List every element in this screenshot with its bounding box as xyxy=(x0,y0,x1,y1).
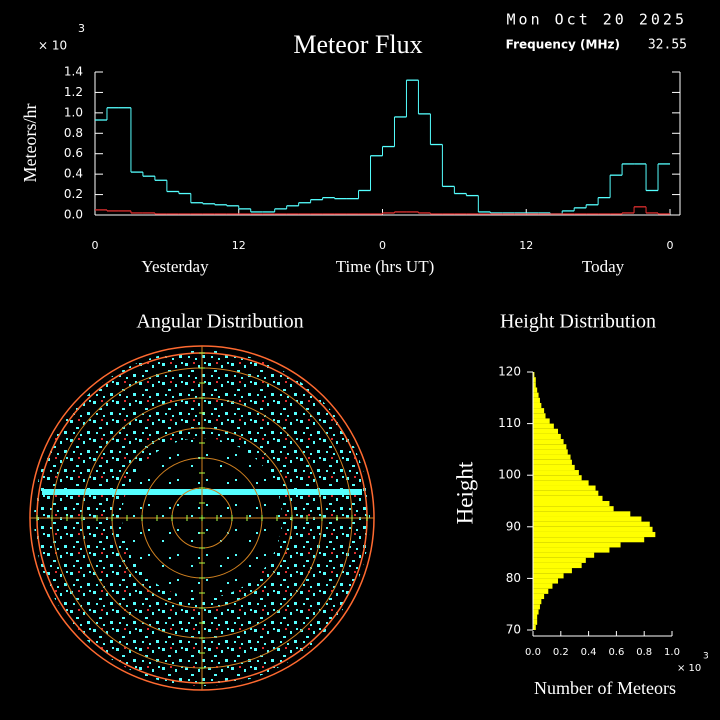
bar xyxy=(533,392,539,398)
bar xyxy=(533,521,650,527)
bar xyxy=(533,413,546,419)
y-tick-label: 1.4 xyxy=(64,65,83,79)
bar xyxy=(533,480,589,486)
scale-label: × 10 xyxy=(38,39,67,53)
chart-title: Meteor Flux xyxy=(293,30,422,59)
x-tick-label: 0.4 xyxy=(581,647,597,658)
bar xyxy=(533,439,564,445)
bar xyxy=(533,604,540,610)
bar xyxy=(533,593,545,600)
y-tick-label: 1.0 xyxy=(64,105,83,119)
bar xyxy=(533,583,553,589)
bar xyxy=(533,397,540,403)
bar xyxy=(533,578,559,584)
y-tick-label: 0.2 xyxy=(64,187,83,201)
x-tick-label: 12 xyxy=(232,239,246,252)
y-tick-label: 0.4 xyxy=(64,167,83,181)
bar xyxy=(533,619,538,625)
bar xyxy=(533,562,582,569)
chart-title: Angular Distribution xyxy=(136,311,303,333)
bar xyxy=(533,423,554,429)
y-tick-label: 70 xyxy=(506,623,521,637)
bar xyxy=(533,599,542,605)
bar xyxy=(533,495,603,501)
bar xyxy=(533,552,595,558)
y-tick-label: 100 xyxy=(498,468,521,482)
period-label: Today xyxy=(582,257,625,276)
bar xyxy=(533,387,538,393)
bar xyxy=(533,516,642,522)
y-tick-label: 0.0 xyxy=(64,208,83,222)
bar xyxy=(533,501,610,507)
x-tick-label: 12 xyxy=(519,239,533,252)
period-label: Yesterday xyxy=(141,257,209,276)
y-tick-label: 110 xyxy=(498,416,521,430)
bar xyxy=(533,526,653,532)
y-tick-label: 80 xyxy=(506,571,521,585)
bar xyxy=(533,490,599,496)
bar xyxy=(533,475,582,481)
bar xyxy=(533,372,535,378)
chart-title: Height Distribution xyxy=(500,311,656,333)
bar xyxy=(533,557,586,563)
bar xyxy=(533,588,549,594)
bar xyxy=(533,444,567,450)
bar xyxy=(533,609,539,615)
y-tick-label: 1.2 xyxy=(64,85,83,99)
x-tick-label: 0.6 xyxy=(608,647,624,658)
bar xyxy=(533,624,536,630)
date: Mon Oct 20 2025 xyxy=(507,11,687,29)
y-tick-label: 90 xyxy=(506,519,521,533)
x-tick-label: 0 xyxy=(667,239,674,252)
x-axis-label: Time (hrs UT) xyxy=(336,257,435,276)
bar xyxy=(533,459,572,465)
bar xyxy=(533,531,656,538)
bar xyxy=(533,506,614,512)
bar xyxy=(533,568,572,574)
bar xyxy=(533,573,564,579)
x-tick-label: 0.2 xyxy=(553,647,569,658)
bar xyxy=(533,402,542,409)
bar xyxy=(533,511,631,517)
x-tick-label: 0 xyxy=(379,239,386,252)
bar xyxy=(533,382,536,388)
bar xyxy=(533,537,645,543)
frequency-label: Frequency (MHz) xyxy=(506,38,620,52)
x-tick-label: 0.0 xyxy=(525,647,541,658)
scale-label: × 10 xyxy=(677,663,701,674)
bar xyxy=(533,485,596,491)
bar xyxy=(533,470,579,476)
y-axis-label: Meteors/hr xyxy=(20,104,40,183)
bar xyxy=(533,418,550,424)
bar xyxy=(533,454,571,460)
bar xyxy=(533,377,536,383)
scale-exponent: 3 xyxy=(78,22,85,35)
bar xyxy=(533,433,561,440)
bar xyxy=(533,614,538,620)
scale-exponent: 3 xyxy=(703,652,709,662)
x-axis-label: Number of Meteors xyxy=(534,678,676,698)
bar xyxy=(533,547,610,553)
bar xyxy=(533,428,559,434)
x-tick-label: 0.8 xyxy=(636,647,652,658)
bar xyxy=(533,542,621,548)
bar xyxy=(533,449,568,455)
frequency-value: 32.55 xyxy=(648,38,687,53)
y-axis-label: Height xyxy=(452,461,477,524)
x-tick-label: 1.0 xyxy=(664,647,680,658)
y-tick-label: 120 xyxy=(498,365,521,379)
bar xyxy=(533,408,545,414)
y-tick-label: 0.6 xyxy=(64,146,83,160)
x-tick-label: 0 xyxy=(92,239,99,252)
bar xyxy=(533,464,575,471)
y-tick-label: 0.8 xyxy=(64,126,83,140)
